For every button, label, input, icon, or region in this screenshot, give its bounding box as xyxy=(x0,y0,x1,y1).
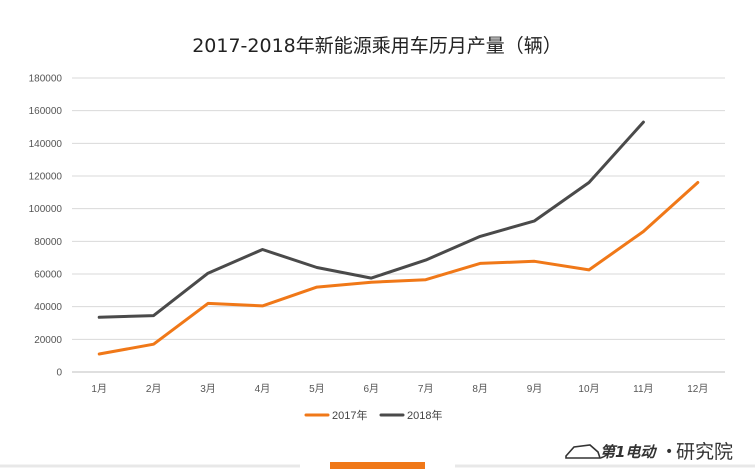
x-tick-label: 10月 xyxy=(578,383,599,395)
x-tick-label: 2月 xyxy=(146,383,162,395)
legend-label: 2017年 xyxy=(332,408,367,422)
brand-separator: • xyxy=(665,444,673,460)
car-icon xyxy=(565,444,602,459)
x-axis-ticks: 1月 2月 3月 4月 5月 6月 7月 8月 9月 10月 11月 12月 xyxy=(91,383,708,395)
y-tick-label: 60000 xyxy=(34,270,62,281)
x-tick-label: 1月 xyxy=(91,383,107,395)
x-tick-label: 3月 xyxy=(200,383,216,395)
y-tick-label: 160000 xyxy=(29,106,63,117)
x-tick-label: 9月 xyxy=(527,383,543,395)
x-tick-label: 4月 xyxy=(255,383,271,395)
x-tick-label: 11月 xyxy=(633,383,653,395)
series-line-2 xyxy=(97,120,645,319)
y-axis-ticks: 0 20000 40000 60000 80000 100000 120000 140000 1… xyxy=(29,74,63,379)
y-tick-label: 20000 xyxy=(34,335,62,346)
bottom-accent-bar xyxy=(330,462,425,469)
series-lines xyxy=(97,120,700,356)
y-tick-label: 100000 xyxy=(29,204,63,215)
x-tick-label: 12月 xyxy=(687,383,708,395)
legend: 2017年 2018年 xyxy=(304,408,442,422)
brand-logo: 第1电动 • 研究院 xyxy=(565,441,733,463)
y-tick-label: 140000 xyxy=(29,139,63,150)
x-tick-label: 6月 xyxy=(364,383,380,395)
y-tick-label: 180000 xyxy=(29,74,63,85)
x-tick-label: 5月 xyxy=(309,383,325,395)
x-tick-label: 8月 xyxy=(472,383,488,395)
brand-logo-text: 第1电动 xyxy=(600,443,657,461)
y-tick-label: 0 xyxy=(56,368,62,379)
y-tick-label: 120000 xyxy=(29,172,63,183)
y-tick-label: 40000 xyxy=(34,302,62,313)
x-tick-label: 7月 xyxy=(418,383,434,395)
series-line-1 xyxy=(97,181,700,356)
y-tick-label: 80000 xyxy=(34,237,62,248)
chart-title: 2017-2018年新能源乘用车历月产量（辆） xyxy=(192,35,562,57)
legend-label: 2018年 xyxy=(407,408,442,422)
gridlines xyxy=(72,77,725,373)
brand-name: 研究院 xyxy=(676,441,733,463)
